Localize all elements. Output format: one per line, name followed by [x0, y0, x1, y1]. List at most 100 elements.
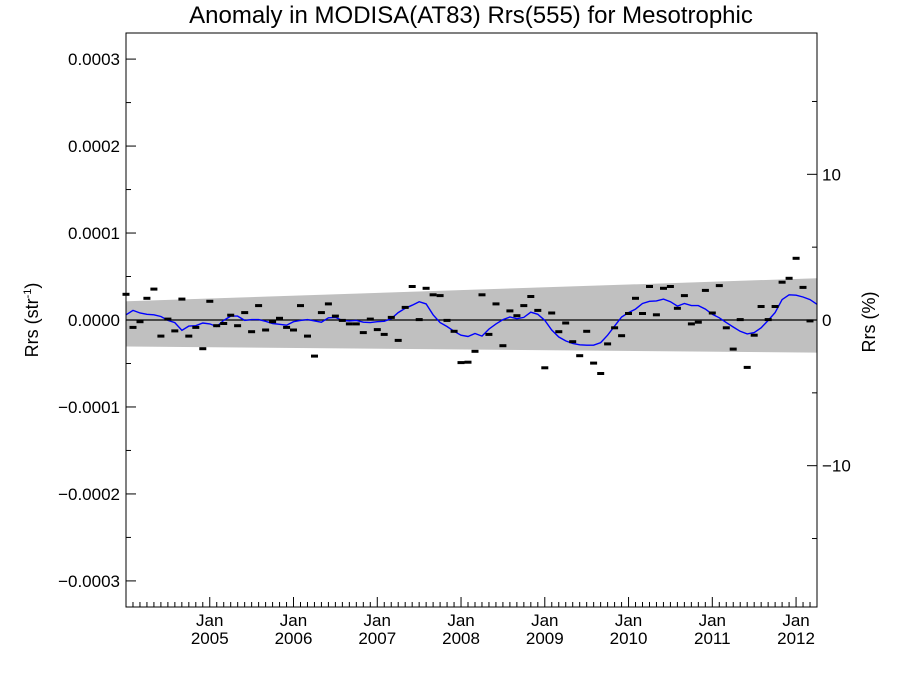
data-point: [555, 330, 563, 334]
left-tick-label: 0.0003: [68, 50, 120, 69]
x-tick-month-label: Jan: [364, 611, 391, 630]
data-point: [534, 308, 542, 312]
data-point: [450, 329, 458, 333]
data-point: [771, 305, 779, 308]
data-point: [220, 322, 228, 325]
data-point: [380, 332, 388, 336]
data-point: [611, 326, 619, 330]
x-tick-year-label: 2011: [694, 629, 731, 648]
data-point: [373, 328, 381, 332]
data-point: [548, 311, 556, 315]
data-point: [736, 318, 744, 322]
x-tick-month-label: Jan: [280, 611, 307, 630]
data-point: [345, 322, 353, 326]
data-point: [234, 324, 242, 328]
left-tick-label: −0.0001: [58, 398, 120, 417]
data-point: [478, 293, 486, 297]
data-point: [443, 318, 451, 322]
data-point: [492, 302, 500, 306]
data-point: [178, 297, 186, 301]
x-tick-year-label: 2012: [777, 629, 815, 648]
data-point: [192, 325, 200, 329]
data-point: [241, 311, 249, 315]
data-point: [408, 285, 416, 288]
left-y-axis-label-pre: Rrs (str: [22, 298, 42, 357]
left-y-axis-label: Rrs (str-1): [22, 283, 42, 358]
data-point: [806, 319, 814, 323]
data-point: [129, 325, 137, 329]
data-point: [597, 372, 605, 375]
left-tick-label: −0.0002: [58, 485, 120, 504]
data-point: [422, 286, 430, 290]
data-point: [520, 304, 528, 308]
data-point: [304, 334, 311, 338]
left-tick-label: 0.0002: [68, 137, 120, 156]
x-tick-year-label: 2007: [358, 629, 396, 648]
data-point: [471, 349, 479, 353]
data-point: [415, 318, 423, 322]
data-point: [283, 325, 291, 329]
data-point: [569, 340, 577, 344]
data-point: [331, 314, 339, 318]
data-point: [687, 322, 695, 326]
data-point: [625, 312, 632, 315]
x-axis: Jan2005Jan2006Jan2007Jan2008Jan2009Jan20…: [132, 597, 815, 648]
smoothed-line-group: [125, 294, 818, 346]
data-point: [666, 285, 674, 288]
data-point: [164, 317, 172, 321]
data-point: [269, 320, 277, 324]
data-point: [255, 304, 263, 308]
data-point: [701, 288, 709, 292]
x-tick-month-label: Jan: [699, 611, 726, 630]
data-point: [206, 299, 214, 303]
data-point: [785, 276, 793, 280]
data-point: [429, 293, 437, 297]
data-point: [324, 302, 332, 306]
data-point: [171, 329, 179, 333]
data-point: [583, 329, 591, 333]
data-point: [317, 311, 325, 315]
data-point: [646, 285, 653, 288]
x-tick-month-label: Jan: [196, 611, 223, 630]
data-point: [750, 333, 758, 337]
left-y-axis-label-sup: -1: [22, 289, 34, 299]
data-point: [673, 306, 681, 310]
data-point: [436, 294, 444, 298]
data-point: [743, 365, 751, 369]
data-point: [213, 324, 221, 328]
data-point: [311, 354, 318, 358]
data-point: [652, 313, 660, 317]
left-tick-label: 0.0000: [68, 311, 120, 330]
data-point: [366, 317, 374, 321]
data-point: [150, 287, 158, 291]
x-tick-year-label: 2009: [526, 629, 564, 648]
right-tick-label: −10: [822, 457, 851, 476]
right-y-axis-label: Rrs (%): [859, 292, 879, 353]
data-point: [290, 328, 297, 332]
data-point: [457, 361, 465, 365]
data-point: [499, 344, 507, 348]
data-point: [632, 296, 639, 300]
left-tick-label: 0.0001: [68, 224, 120, 243]
data-point: [722, 326, 730, 330]
data-point: [185, 334, 193, 338]
data-point: [757, 305, 765, 308]
right-tick-label: 10: [822, 165, 841, 184]
uncertainty-band: [126, 278, 817, 353]
x-tick-year-label: 2005: [191, 629, 229, 648]
data-point: [276, 316, 283, 320]
left-tick-label: −0.0003: [58, 572, 120, 591]
data-point: [792, 256, 800, 260]
data-point: [485, 332, 493, 336]
data-point: [394, 338, 402, 342]
data-point: [352, 322, 360, 326]
chart-title: Anomaly in MODISA(AT83) Rrs(555) for Mes…: [189, 2, 753, 29]
data-point: [680, 294, 688, 298]
data-point: [590, 361, 598, 365]
data-point: [708, 311, 716, 315]
data-point: [527, 295, 535, 298]
data-point: [541, 366, 549, 370]
data-point: [506, 309, 514, 313]
x-tick-year-label: 2006: [275, 629, 313, 648]
